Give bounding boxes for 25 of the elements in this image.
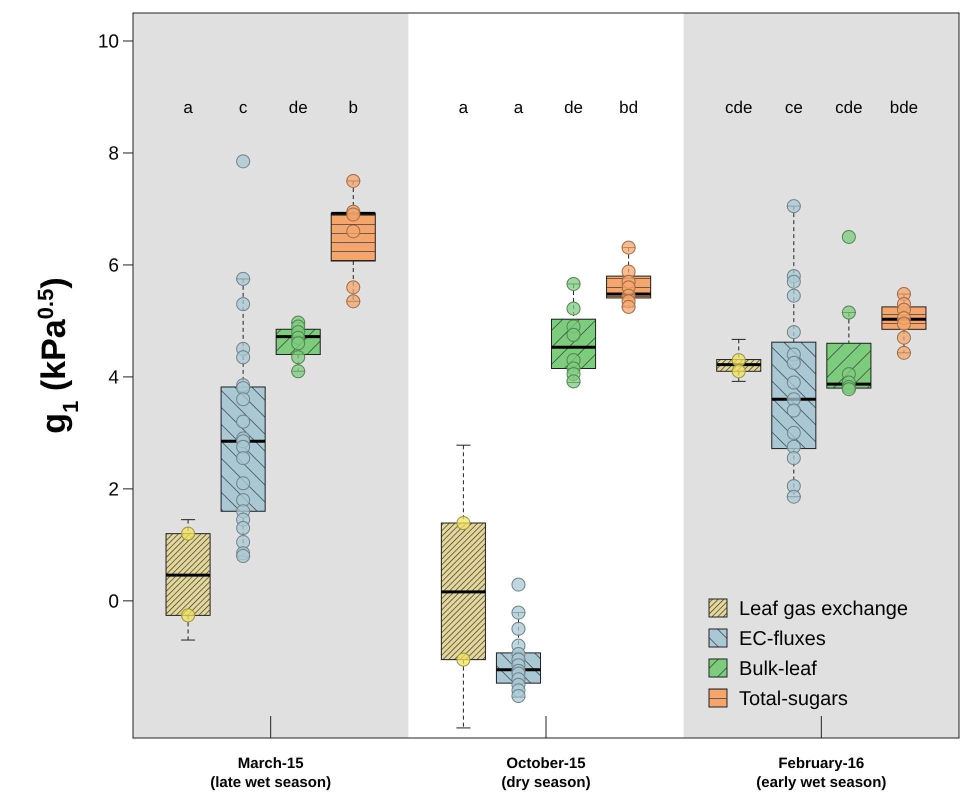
annotation: de bbox=[564, 98, 583, 117]
annotation: cde bbox=[835, 98, 863, 117]
x-tick-label: February-16 (early wet season) bbox=[756, 755, 886, 791]
x-tick-label: March-15 (late wet season) bbox=[210, 755, 332, 791]
annotation: cde bbox=[725, 98, 752, 117]
y-tick-label: 10 bbox=[98, 32, 119, 53]
annotation: bde bbox=[890, 98, 918, 117]
annotation: a bbox=[514, 98, 524, 117]
legend-label: EC-fluxes bbox=[739, 628, 826, 650]
legend-label: Leaf gas exchange bbox=[739, 598, 908, 620]
legend-label: Total-sugars bbox=[739, 688, 848, 710]
annotation: ce bbox=[784, 98, 803, 117]
annotation: a bbox=[183, 98, 194, 117]
y-tick-label: 0 bbox=[108, 591, 119, 612]
annotation: bd bbox=[619, 98, 638, 117]
annotation: c bbox=[238, 98, 248, 117]
legend-label: Bulk-leaf bbox=[739, 658, 818, 680]
y-tick-label: 8 bbox=[108, 144, 119, 165]
y-tick-label: 2 bbox=[108, 480, 119, 501]
y-tick-label: 6 bbox=[108, 256, 119, 277]
annotation: a bbox=[458, 98, 469, 117]
annotation: de bbox=[288, 98, 308, 117]
x-tick-label: October-15 (dry season) bbox=[501, 755, 591, 791]
annotation: b bbox=[348, 98, 358, 117]
y-tick-label: 4 bbox=[108, 368, 120, 389]
